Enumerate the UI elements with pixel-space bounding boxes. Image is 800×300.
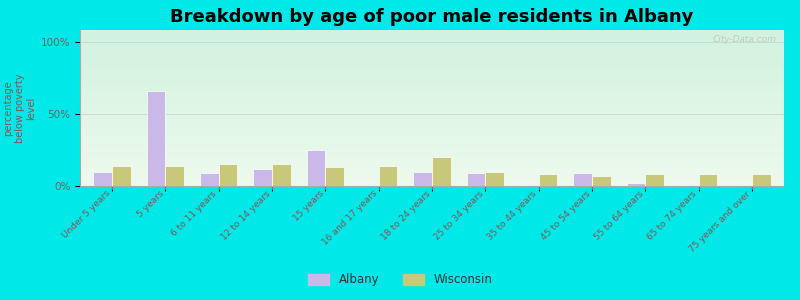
Bar bbox=[326, 167, 344, 186]
Text: 5 years: 5 years bbox=[135, 189, 166, 219]
Text: 25 to 34 years: 25 to 34 years bbox=[433, 189, 486, 242]
Bar bbox=[378, 166, 398, 186]
Bar bbox=[574, 173, 592, 186]
Bar bbox=[306, 150, 326, 186]
Bar bbox=[94, 172, 112, 186]
Bar bbox=[166, 166, 184, 186]
Text: 12 to 14 years: 12 to 14 years bbox=[219, 189, 272, 242]
Text: 16 and 17 years: 16 and 17 years bbox=[320, 189, 378, 247]
Text: 65 to 74 years: 65 to 74 years bbox=[646, 189, 698, 242]
Bar bbox=[486, 172, 504, 186]
Text: City-Data.com: City-Data.com bbox=[713, 35, 777, 44]
Legend: Albany, Wisconsin: Albany, Wisconsin bbox=[303, 269, 497, 291]
Text: 45 to 54 years: 45 to 54 years bbox=[539, 189, 592, 242]
Bar bbox=[752, 174, 770, 186]
Bar bbox=[698, 174, 718, 186]
Text: 18 to 24 years: 18 to 24 years bbox=[379, 189, 432, 242]
Bar bbox=[200, 173, 218, 186]
Text: 75 years and over: 75 years and over bbox=[687, 189, 752, 254]
Bar bbox=[626, 183, 646, 186]
Bar bbox=[112, 166, 130, 186]
Bar bbox=[272, 164, 290, 186]
Bar bbox=[218, 164, 238, 186]
Y-axis label: percentage
below poverty
level: percentage below poverty level bbox=[3, 73, 37, 143]
Text: 6 to 11 years: 6 to 11 years bbox=[170, 189, 218, 238]
Text: 35 to 44 years: 35 to 44 years bbox=[486, 189, 538, 242]
Text: 55 to 64 years: 55 to 64 years bbox=[593, 189, 646, 242]
Bar bbox=[146, 91, 166, 186]
Bar bbox=[254, 169, 272, 186]
Text: 15 years: 15 years bbox=[291, 189, 326, 223]
Bar bbox=[538, 174, 558, 186]
Title: Breakdown by age of poor male residents in Albany: Breakdown by age of poor male residents … bbox=[170, 8, 694, 26]
Text: Under 5 years: Under 5 years bbox=[61, 189, 112, 240]
Bar bbox=[432, 157, 450, 186]
Bar bbox=[414, 172, 432, 186]
Bar bbox=[646, 174, 664, 186]
Bar bbox=[592, 176, 610, 186]
Bar bbox=[466, 173, 486, 186]
